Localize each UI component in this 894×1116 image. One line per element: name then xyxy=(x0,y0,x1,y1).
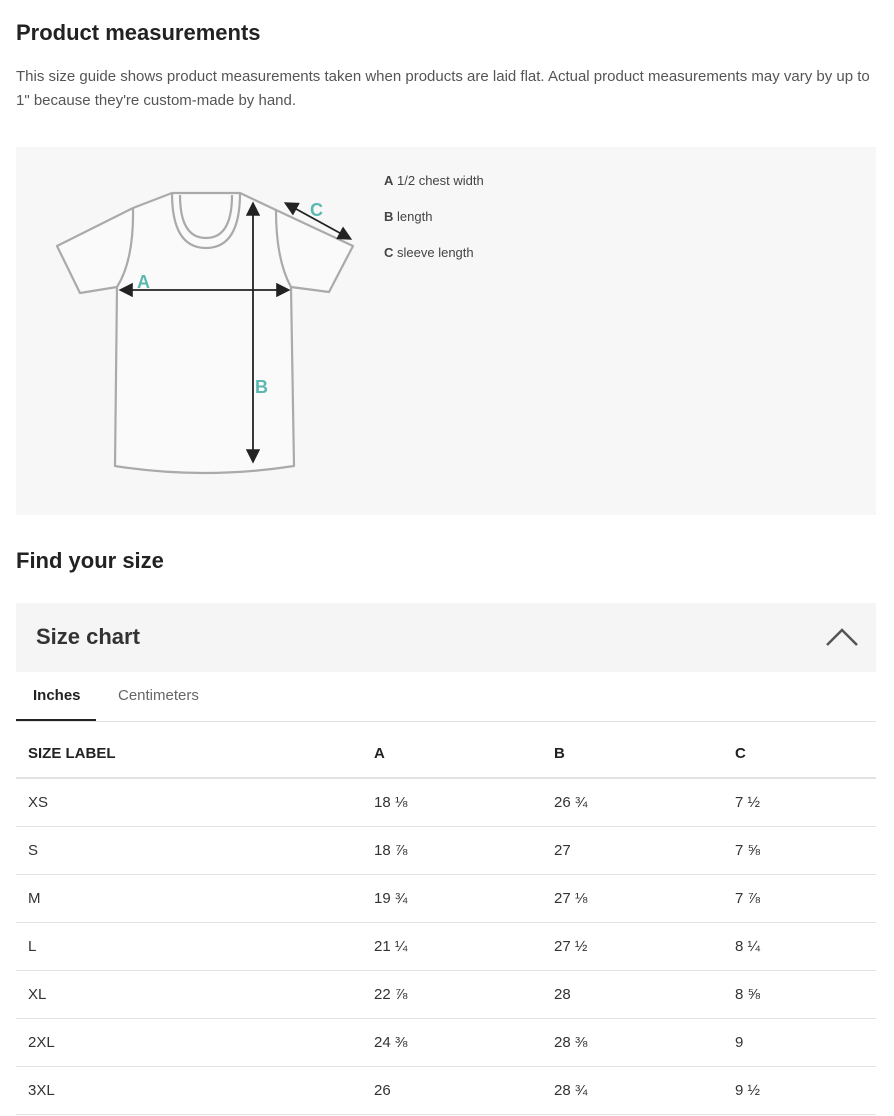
cell-b: 28 ¾ xyxy=(542,1066,723,1115)
cell-a: 18 ⅞ xyxy=(362,826,542,875)
cell-c: 7 ½ xyxy=(723,778,876,827)
cell-b: 28 ⅜ xyxy=(542,1018,723,1067)
cell-b: 27 ⅛ xyxy=(542,874,723,923)
chevron-up-icon[interactable] xyxy=(824,625,860,649)
unit-tabs: Inches Centimeters xyxy=(16,673,876,722)
cell-c: 9 xyxy=(723,1018,876,1067)
size-guide-description: This size guide shows product measuremen… xyxy=(16,68,870,109)
cell-size: 3XL xyxy=(16,1066,362,1115)
cell-a: 18 ⅛ xyxy=(362,778,542,827)
tab-centimeters[interactable]: Centimeters xyxy=(118,687,199,704)
cell-size: XS xyxy=(16,778,362,827)
table-row: S 18 ⅞ 27 7 ⅝ xyxy=(16,826,876,875)
cell-a: 26 xyxy=(362,1066,542,1115)
find-size-title: Find your size xyxy=(16,548,164,573)
cell-b: 28 xyxy=(542,970,723,1019)
cell-a: 24 ⅜ xyxy=(362,1018,542,1067)
legend-item-a: A 1/2 chest width xyxy=(384,173,484,188)
cell-b: 27 xyxy=(542,826,723,875)
cell-a: 22 ⅞ xyxy=(362,970,542,1019)
size-chart-title: Size chart xyxy=(36,624,140,649)
cell-c: 8 ¼ xyxy=(723,922,876,971)
table-header-row: SIZE LABEL A B C xyxy=(16,730,876,779)
cell-b: 27 ½ xyxy=(542,922,723,971)
cell-size: S xyxy=(16,826,362,875)
label-c: C xyxy=(310,200,323,220)
cell-c: 7 ⅝ xyxy=(723,826,876,875)
cell-a: 19 ¾ xyxy=(362,874,542,923)
tab-inches[interactable]: Inches xyxy=(33,687,81,704)
cell-size: M xyxy=(16,874,362,923)
legend-item-b: B length xyxy=(384,209,433,224)
cell-c: 9 ½ xyxy=(723,1066,876,1115)
cell-size: L xyxy=(16,922,362,971)
column-header-b: B xyxy=(542,730,723,779)
column-header-a: A xyxy=(362,730,542,779)
page-title: Product measurements xyxy=(16,20,261,45)
tshirt-diagram: A B C A 1/2 chest width B length C sleev… xyxy=(16,147,876,515)
cell-c: 8 ⅝ xyxy=(723,970,876,1019)
tshirt-illustration: A B C xyxy=(55,191,355,475)
cell-size: 2XL xyxy=(16,1018,362,1067)
active-tab-indicator xyxy=(16,719,96,721)
cell-b: 26 ¾ xyxy=(542,778,723,827)
legend-item-c: C sleeve length xyxy=(384,245,474,260)
table-row: XL 22 ⅞ 28 8 ⅝ xyxy=(16,970,876,1019)
column-header-c: C xyxy=(723,730,876,779)
cell-c: 7 ⅞ xyxy=(723,874,876,923)
column-header-size: SIZE LABEL xyxy=(16,730,362,779)
label-a: A xyxy=(137,272,150,292)
label-b: B xyxy=(255,377,268,397)
cell-a: 21 ¼ xyxy=(362,922,542,971)
size-chart-accordion-header[interactable]: Size chart xyxy=(16,603,876,672)
cell-size: XL xyxy=(16,970,362,1019)
